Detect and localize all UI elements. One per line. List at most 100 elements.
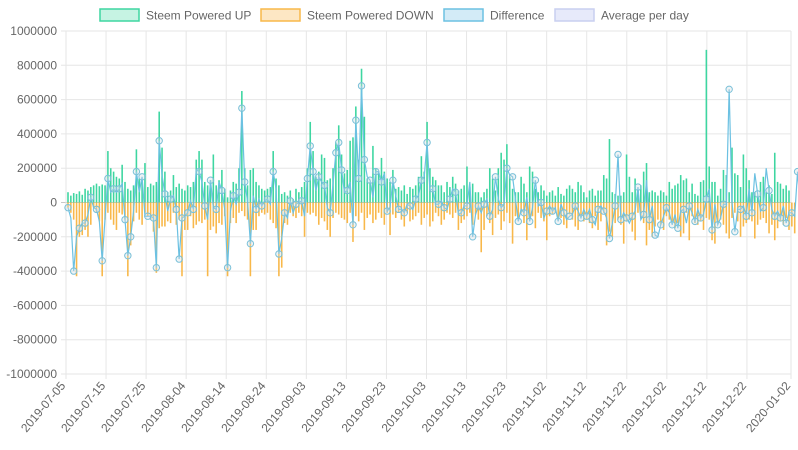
difference-point[interactable] [372,167,380,176]
difference-point[interactable] [782,219,790,227]
difference-point[interactable] [155,137,163,145]
difference-point[interactable] [394,205,403,214]
difference-point[interactable] [748,209,756,217]
difference-point[interactable] [531,176,540,184]
difference-point[interactable] [269,167,277,176]
difference-point[interactable] [702,195,711,203]
difference-point[interactable] [605,234,614,243]
difference-point[interactable] [736,205,745,214]
difference-point[interactable] [303,174,312,183]
difference-point[interactable] [383,207,391,215]
difference-point[interactable] [588,215,597,224]
difference-point[interactable] [229,191,237,200]
legend-item[interactable]: Steem Powered UP [99,8,251,23]
legend-item[interactable]: Average per day [554,8,689,23]
difference-point[interactable] [223,263,232,272]
difference-point[interactable] [497,203,505,212]
difference-point[interactable] [275,250,283,258]
difference-point[interactable] [172,205,180,214]
difference-point[interactable] [537,198,545,207]
difference-point[interactable] [696,214,705,222]
difference-point[interactable] [335,138,343,147]
difference-point[interactable] [525,217,534,226]
difference-point[interactable] [175,255,183,263]
difference-point[interactable] [463,202,471,210]
difference-point[interactable] [132,167,141,176]
difference-point[interactable] [252,205,260,214]
difference-point[interactable] [708,226,716,234]
difference-point[interactable] [201,202,209,210]
difference-point[interactable] [565,212,574,220]
difference-point[interactable] [685,202,693,210]
difference-point[interactable] [793,167,798,176]
difference-point[interactable] [560,209,568,217]
difference-point[interactable] [571,202,579,210]
difference-point[interactable] [246,239,255,248]
difference-point[interactable] [662,203,671,212]
difference-point[interactable] [161,190,169,198]
difference-point[interactable] [292,200,300,208]
difference-point[interactable] [309,167,317,176]
difference-point[interactable] [149,214,158,222]
difference-point[interactable] [725,85,733,94]
difference-point[interactable] [360,155,369,164]
difference-point[interactable] [634,183,642,191]
difference-point[interactable] [377,178,386,186]
difference-point[interactable] [691,217,699,226]
difference-point[interactable] [286,197,294,205]
difference-point[interactable] [657,221,665,229]
difference-point[interactable] [765,186,773,195]
difference-point[interactable] [514,217,522,226]
difference-point[interactable] [417,176,426,184]
difference-point[interactable] [166,195,175,203]
difference-point[interactable] [628,212,636,220]
difference-point[interactable] [357,82,366,90]
difference-point[interactable] [611,202,619,210]
difference-point[interactable] [520,209,528,217]
difference-point[interactable] [280,209,289,217]
difference-point[interactable] [343,186,351,195]
difference-point[interactable] [109,185,118,193]
difference-point[interactable] [189,205,198,214]
difference-point[interactable] [127,233,135,241]
difference-point[interactable] [315,173,323,181]
difference-point[interactable] [434,200,443,208]
difference-point[interactable] [218,186,226,195]
difference-point[interactable] [349,221,357,229]
difference-point[interactable] [240,178,249,186]
difference-point[interactable] [206,176,215,184]
difference-point[interactable] [178,214,186,222]
difference-point[interactable] [679,205,688,214]
difference-point[interactable] [600,207,608,215]
difference-point[interactable] [651,231,659,239]
difference-point[interactable] [639,210,648,219]
difference-point[interactable] [332,149,340,157]
difference-point[interactable] [543,207,551,215]
difference-point[interactable] [614,150,622,159]
difference-point[interactable] [645,215,654,224]
difference-point[interactable] [423,138,431,147]
difference-point[interactable] [451,188,460,196]
difference-point[interactable] [104,174,112,183]
difference-point[interactable] [400,209,408,217]
difference-point[interactable] [554,217,562,226]
difference-point[interactable] [124,251,132,260]
legend-item[interactable]: Difference [443,8,545,23]
difference-point[interactable] [411,195,420,203]
difference-point[interactable] [491,173,500,181]
difference-point[interactable] [406,202,414,210]
difference-point[interactable] [548,207,557,215]
difference-point[interactable] [486,212,494,220]
difference-point[interactable] [121,215,129,224]
difference-point[interactable] [64,203,72,212]
difference-point[interactable] [468,233,477,241]
difference-point[interactable] [98,257,106,265]
difference-point[interactable] [326,209,334,217]
difference-point[interactable] [788,209,796,217]
difference-point[interactable] [183,209,192,217]
difference-point[interactable] [582,212,591,220]
difference-point[interactable] [297,197,306,205]
difference-point[interactable] [389,176,397,184]
difference-point[interactable] [238,104,246,112]
difference-point[interactable] [352,116,360,124]
